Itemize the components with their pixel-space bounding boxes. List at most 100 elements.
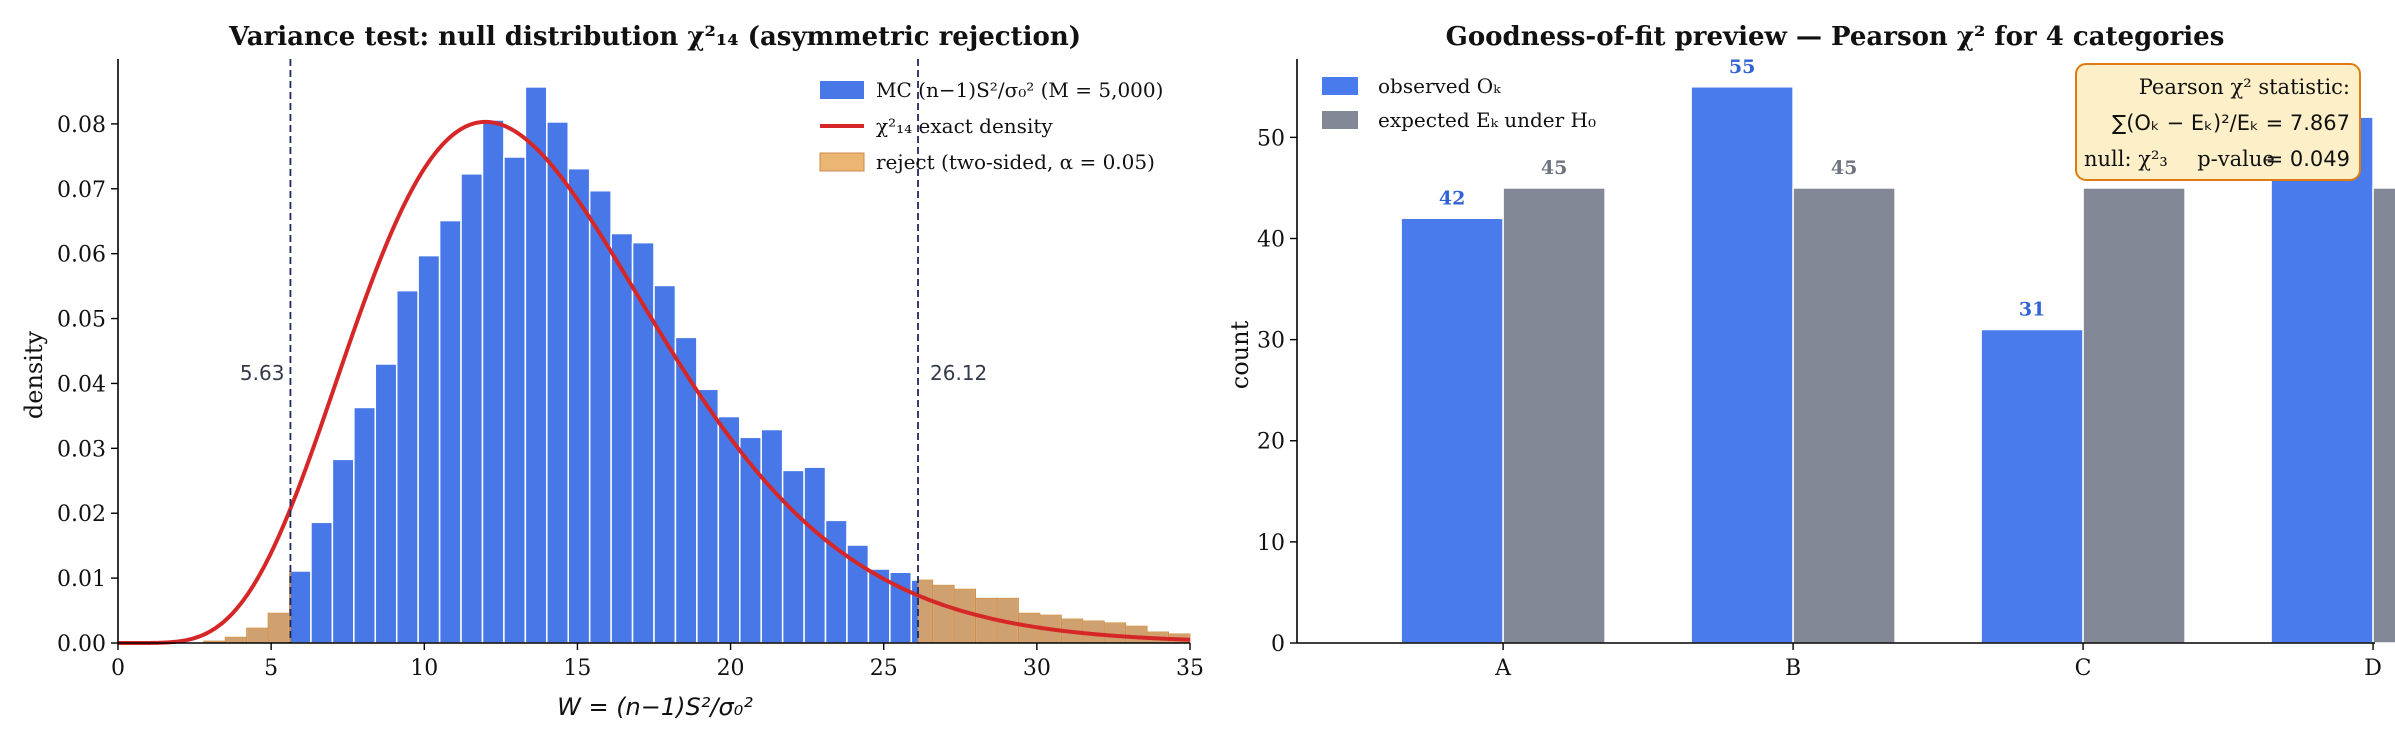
category-label: D: [2364, 656, 2382, 681]
reject-region-bar: [953, 588, 976, 644]
x-tick-label: 10: [410, 656, 438, 681]
x-tick-label: 0: [111, 656, 125, 681]
histogram-bar: [417, 254, 441, 644]
category-label: A: [1494, 656, 1512, 681]
x-tick-label: 35: [1176, 656, 1204, 681]
histogram-chart: Variance test: null distribution χ²₁₄ (a…: [20, 22, 1204, 721]
histogram-bar: [310, 521, 334, 644]
chi-square-density-curve: [118, 119, 1191, 645]
category-label: C: [2075, 656, 2092, 681]
observed-bar: [1980, 328, 2084, 644]
y-tick-label: 0.06: [57, 243, 106, 268]
y-tick-label: 50: [1257, 126, 1285, 151]
right-axes: 0 10 20 30 40 50 A B C D: [1257, 59, 2382, 681]
goodness-of-fit-chart: Goodness-of-fit preview — Pearson χ² for…: [1226, 22, 2395, 681]
y-tick-label: 0.00: [57, 632, 106, 657]
pearson-statistic-box: Pearson χ² statistic: ∑(Oₖ − Eₖ)²/Eₖ = 7.…: [2075, 63, 2361, 181]
histogram-bar: [610, 232, 634, 644]
histogram-bar: [717, 415, 741, 644]
reject-region-bar: [267, 612, 290, 644]
histogram-bar: [824, 519, 848, 644]
histogram-bar: [567, 167, 591, 644]
x-tick-label: 5: [264, 656, 278, 681]
observed-bar: [1690, 86, 1794, 644]
bar-value-label: 42: [1439, 187, 1465, 209]
y-tick-label: 0.02: [57, 502, 106, 527]
legend-swatch: [1322, 77, 1358, 95]
histogram-bar: [524, 86, 548, 644]
legend-label: reject (two-sided, α = 0.05): [876, 150, 1155, 174]
bar-value-label: 55: [1729, 56, 1755, 78]
histogram-bar: [353, 406, 377, 644]
histogram-bar: [546, 121, 569, 644]
histogram-bar: [331, 458, 355, 644]
expected-bar: [2372, 187, 2395, 644]
stat-line-1: Pearson χ² statistic:: [2139, 75, 2350, 99]
x-tick-label: 15: [563, 656, 591, 681]
observed-bar: [2270, 116, 2374, 644]
critical-value-label: 26.12: [930, 361, 987, 385]
left-legend: MC (n−1)S²/σ₀² (M = 5,000) χ²₁₄ exact den…: [819, 78, 1163, 174]
left-axes: 0 5 10 15 20 25 30 35 0.00 0.01 0.02 0.03 0.04 0.05 0.…: [57, 59, 1204, 681]
bar-value-label: 31: [2019, 299, 2045, 321]
right-chart-title: Goodness-of-fit preview — Pearson χ² for…: [1446, 22, 2225, 52]
bar-value-label: 45: [1541, 157, 1567, 179]
reject-region-bar: [246, 627, 269, 644]
legend-swatch: [1322, 111, 1358, 129]
histogram-bar: [288, 570, 312, 644]
histogram-bar: [781, 469, 805, 644]
x-tick-label: 25: [870, 656, 898, 681]
bar-value-label: 45: [1831, 157, 1857, 179]
critical-value-label: 5.63: [240, 361, 285, 385]
reject-region-bar: [932, 584, 955, 644]
expected-bar: [1792, 187, 1896, 644]
y-tick-label: 0.01: [57, 567, 106, 592]
legend-label: observed Oₖ: [1378, 74, 1501, 98]
y-tick-label: 0.03: [57, 437, 106, 462]
histogram-bars: [203, 86, 1191, 644]
observed-bar: [1400, 217, 1504, 644]
critical-value-lines: 5.63 26.12: [240, 59, 987, 643]
histogram-bar: [739, 436, 762, 644]
y-tick-label: 10: [1257, 531, 1285, 556]
expected-bar: [2082, 187, 2186, 644]
legend-swatch-reject: [819, 152, 865, 172]
category-label: B: [1785, 656, 1801, 681]
histogram-bar: [395, 289, 419, 644]
stat-line-3-value: = 0.049: [2266, 147, 2350, 171]
x-tick-label: 20: [717, 656, 745, 681]
y-tick-label: 0.04: [57, 372, 106, 397]
legend-swatch-histogram: [820, 81, 864, 99]
histogram-bar: [438, 219, 462, 644]
histogram-bar: [803, 466, 827, 644]
y-tick-label: 0.07: [57, 178, 106, 203]
category-bars: 425531454545: [1400, 56, 2395, 644]
reject-region-bar: [917, 579, 934, 644]
stat-line-3-prefix: null: χ²₃: [2084, 147, 2168, 171]
histogram-bar: [503, 156, 527, 644]
reject-region-bar: [1125, 625, 1148, 644]
stat-line-2: ∑(Oₖ − Eₖ)²/Eₖ = 7.867: [2112, 111, 2350, 135]
histogram-bar: [481, 119, 505, 644]
reject-regions: [203, 570, 1191, 644]
y-tick-label: 0.05: [57, 308, 106, 333]
histogram-bar: [588, 189, 612, 644]
y-tick-label: 0: [1271, 632, 1285, 657]
right-legend: observed Oₖ expected Eₖ under H₀: [1322, 74, 1596, 132]
legend-label: MC (n−1)S²/σ₀² (M = 5,000): [876, 78, 1163, 102]
histogram-bar: [696, 388, 720, 644]
y-tick-label: 40: [1257, 227, 1285, 252]
stat-line-3-mid: p-value: [2197, 147, 2275, 171]
legend-label: χ²₁₄ exact density: [876, 114, 1053, 138]
left-y-axis-label: density: [20, 330, 48, 419]
x-tick-label: 30: [1023, 656, 1051, 681]
histogram-bar: [760, 428, 784, 644]
legend-label: expected Eₖ under H₀: [1378, 108, 1596, 132]
histogram-bar: [374, 363, 398, 644]
reject-region-bar: [224, 636, 248, 644]
left-x-axis-label: W = (n−1)S²/σ₀²: [557, 693, 753, 721]
expected-bar: [1502, 187, 1606, 644]
y-tick-label: 20: [1257, 430, 1285, 455]
left-chart-title: Variance test: null distribution χ²₁₄ (a…: [228, 22, 1081, 52]
